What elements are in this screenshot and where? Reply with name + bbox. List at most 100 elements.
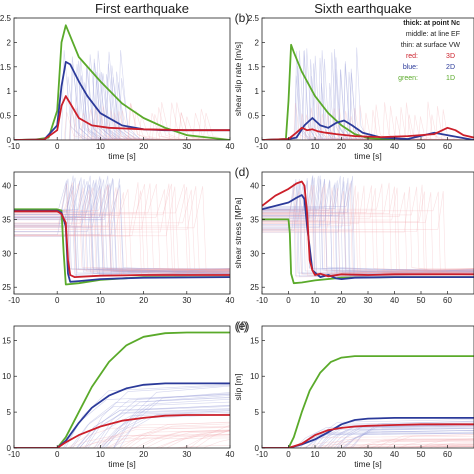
thin-trace [262, 446, 474, 448]
thin-trace [14, 392, 230, 448]
thin-trace [262, 419, 474, 448]
thin-trace [262, 432, 474, 448]
thin-trace [14, 430, 230, 448]
thin-trace [14, 405, 230, 448]
thin-trace [14, 179, 230, 270]
thin-trace [262, 183, 474, 271]
x-axis-label: time [s] [108, 459, 135, 469]
thin-trace [14, 444, 230, 448]
x-tick-label: -10 [256, 450, 268, 459]
thin-trace [262, 183, 474, 274]
x-tick-label: 0 [286, 450, 291, 459]
thin-trace [14, 185, 230, 275]
thin-trace [14, 75, 230, 140]
thin-trace [14, 73, 230, 140]
thin-trace [262, 187, 474, 271]
thin-trace [14, 178, 230, 275]
thin-trace [14, 65, 230, 140]
thin-trace [262, 428, 474, 448]
x-tick-label: 10 [96, 142, 105, 151]
thin-trace [14, 186, 230, 272]
thin-trace [262, 179, 474, 273]
plot-area [262, 175, 474, 285]
thin-trace [14, 427, 230, 448]
thin-trace [14, 398, 230, 448]
thin-trace [262, 441, 474, 448]
x-axis-label: time [s] [354, 459, 381, 469]
thin-trace [14, 76, 230, 140]
thin-trace [14, 187, 230, 275]
x-tick-label: -10 [8, 450, 20, 459]
legend-green-value: 1D [446, 75, 455, 82]
thin-trace [14, 175, 230, 274]
x-tick-label: 20 [337, 450, 346, 459]
thin-trace [262, 116, 474, 140]
thin-trace [262, 185, 474, 276]
thin-trace [14, 106, 230, 140]
x-tick-label: 20 [337, 142, 346, 151]
thin-trace [14, 385, 230, 448]
thin-trace [262, 105, 474, 140]
thin-trace [14, 184, 230, 270]
thin-trace [14, 434, 230, 448]
thin-trace [14, 112, 230, 140]
thin-trace [262, 426, 474, 448]
thin-trace [14, 184, 230, 274]
y-tick-label: 0.5 [248, 112, 260, 121]
thin-trace [262, 114, 474, 140]
thin-trace [262, 433, 474, 448]
y-tick-label: 0 [255, 444, 260, 453]
thin-trace [262, 424, 474, 448]
thin-trace [14, 393, 230, 448]
y-tick-label: 25 [250, 283, 259, 292]
thin-trace [262, 184, 474, 274]
thin-trace [14, 112, 230, 140]
thin-trace [262, 179, 474, 274]
thin-trace [14, 435, 230, 448]
y-tick-label: 1.5 [0, 63, 12, 72]
thin-trace [262, 446, 474, 448]
thin-trace [14, 102, 230, 140]
panel-label: (b) [235, 11, 250, 25]
x-tick-label: 50 [417, 142, 426, 151]
thin-trace [262, 50, 474, 140]
thin-trace [14, 51, 230, 140]
column-title-first: First earthquake [95, 1, 189, 16]
thin-trace [14, 421, 230, 448]
series-line-1D [14, 24, 230, 140]
thin-trace [14, 183, 230, 270]
panel-label: (d) [235, 165, 250, 179]
x-tick-label: 0 [55, 450, 60, 459]
thin-trace [14, 394, 230, 448]
thin-trace [262, 178, 474, 272]
thin-trace [14, 74, 230, 140]
thin-trace [14, 188, 230, 276]
thin-trace [14, 66, 230, 140]
thin-trace [14, 410, 230, 448]
legend-red-key: red: [406, 53, 418, 60]
y-tick-label: 15 [250, 336, 259, 345]
x-tick-label: 40 [390, 450, 399, 459]
thin-trace [14, 116, 230, 140]
thin-trace [262, 446, 474, 448]
x-tick-label: 40 [390, 296, 399, 305]
thin-trace [14, 397, 230, 448]
thin-trace [14, 77, 230, 140]
y-tick-label: 2 [255, 38, 260, 47]
thin-trace [14, 102, 230, 140]
thin-trace [14, 190, 230, 271]
thin-trace [262, 50, 474, 140]
thin-trace [262, 180, 474, 271]
y-tick-label: 5 [255, 408, 260, 417]
thin-trace [14, 406, 230, 448]
thin-trace [262, 179, 474, 274]
series-line-3D [14, 414, 230, 448]
y-tick-label: 1.5 [248, 63, 260, 72]
thin-trace [14, 50, 230, 140]
thin-trace [14, 182, 230, 276]
thin-trace [262, 430, 474, 448]
x-tick-label: 10 [311, 142, 320, 151]
plot-area [14, 175, 230, 286]
thin-trace [14, 410, 230, 448]
